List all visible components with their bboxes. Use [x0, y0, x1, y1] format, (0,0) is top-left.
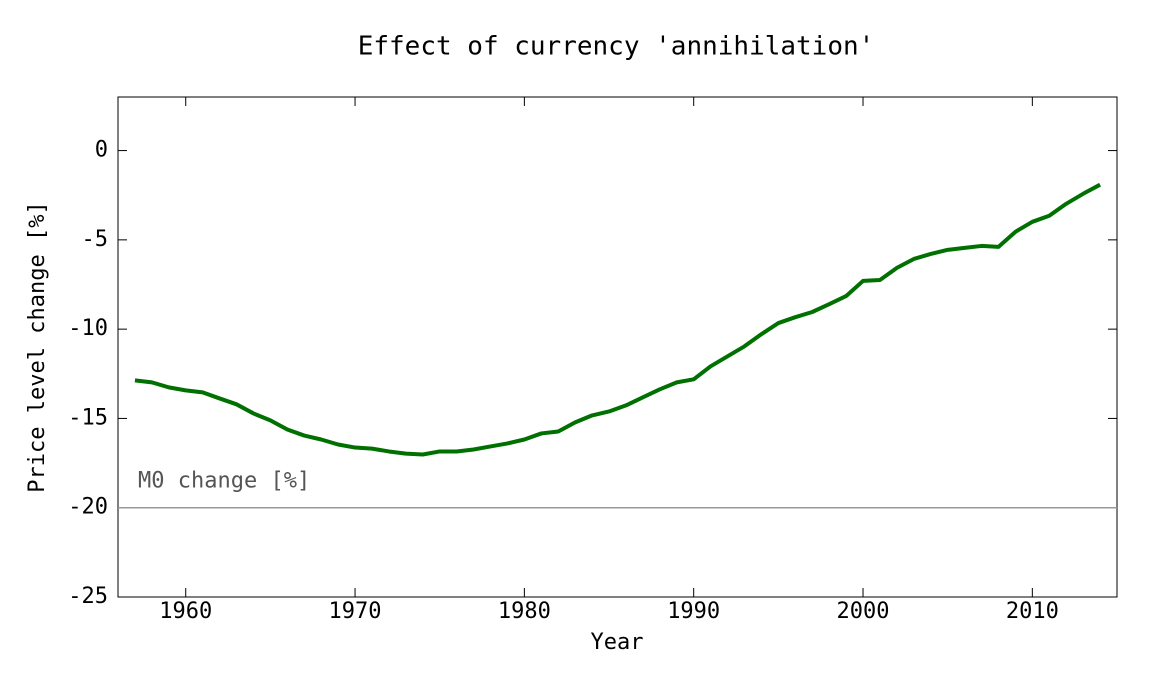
- y-axis-label: Price level change [%]: [25, 201, 50, 492]
- x-tick-label: 2000: [837, 599, 890, 624]
- plot-frame: [117, 96, 1118, 598]
- x-tick-label: 1990: [667, 599, 720, 624]
- y-tick-label: -15: [68, 405, 108, 430]
- data-line: [134, 182, 1102, 457]
- y-tick-label: -25: [68, 584, 108, 609]
- x-tick-label: 1960: [159, 599, 212, 624]
- y-tick-label: -20: [68, 495, 108, 520]
- y-tick-label: -5: [82, 227, 109, 252]
- x-tick-label: 1980: [498, 599, 551, 624]
- y-tick-label: 0: [95, 138, 108, 163]
- reference-label: M0 change [%]: [138, 469, 310, 494]
- x-tick-label: 2010: [1006, 599, 1059, 624]
- chart-title: Effect of currency 'annihilation': [358, 32, 875, 62]
- x-axis-label: Year: [591, 630, 644, 655]
- y-tick-label: -10: [68, 316, 108, 341]
- x-tick-label: 1970: [329, 599, 382, 624]
